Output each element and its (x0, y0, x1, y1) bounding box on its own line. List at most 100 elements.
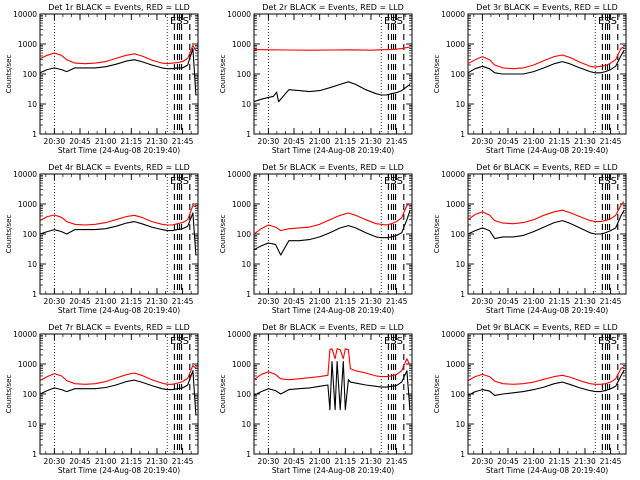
y-tick-label: 10 (27, 100, 37, 109)
y-tick-label: 1 (246, 290, 251, 299)
y-tick-label: 10000 (13, 330, 37, 339)
ess-annotation: ESS (598, 16, 617, 27)
x-tick-label: 21:00 (95, 297, 117, 306)
y-tick-label: 10000 (441, 170, 465, 179)
y-tick-label: 100 (237, 390, 252, 399)
detector-panel-4: Det 4r BLACK = Events, RED = LLD 1 10 100 10… (5, 163, 199, 315)
x-tick-label: 21:00 (523, 297, 545, 306)
y-tick-label: 1 (246, 450, 251, 459)
detector-panel-3: Det 3r BLACK = Events, RED = LLD 1 10 100 10… (433, 3, 627, 155)
x-tick-label: 20:30 (472, 137, 494, 146)
y-tick-label: 100 (451, 390, 466, 399)
series-line-lld (39, 44, 197, 65)
y-tick-label: 1 (32, 130, 37, 139)
y-tick-label: 10 (455, 420, 465, 429)
series-line-events (39, 212, 197, 256)
x-tick-label: 21:45 (172, 137, 194, 146)
panel-title: Det 1r BLACK = Events, RED = LLD (48, 3, 190, 12)
y-tick-label: 100 (23, 390, 38, 399)
x-tick-label: 21:00 (95, 457, 117, 466)
detector-panel-9: Det 9r BLACK = Events, RED = LLD 1 10 100 10… (433, 323, 627, 475)
series-line-lld (467, 46, 625, 70)
x-tick-label: 21:15 (334, 137, 356, 146)
x-tick-label: 21:30 (360, 137, 382, 146)
x-tick-label: 21:30 (360, 297, 382, 306)
x-tick-label: 20:30 (44, 137, 66, 146)
y-tick-label: 1 (32, 450, 37, 459)
x-tick-label: 21:15 (548, 297, 570, 306)
ess-annotation: ESS (384, 16, 403, 27)
x-tick-label: 20:30 (258, 137, 280, 146)
x-axis-label: Start Time (24-Aug-08 20:19:40) (58, 306, 180, 315)
x-tick-label: 21:30 (146, 137, 168, 146)
ess-annotation: ESS (384, 176, 403, 187)
x-tick-label: 21:15 (548, 137, 570, 146)
y-tick-label: 100 (23, 230, 38, 239)
x-tick-label: 21:30 (146, 457, 168, 466)
y-tick-label: 100 (237, 70, 252, 79)
y-tick-label: 1000 (446, 200, 465, 209)
x-axis-label: Start Time (24-Aug-08 20:19:40) (58, 146, 180, 155)
x-axis-label: Start Time (24-Aug-08 20:19:40) (486, 146, 608, 155)
y-tick-label: 1000 (446, 360, 465, 369)
y-tick-label: 1 (460, 290, 465, 299)
x-tick-label: 21:45 (600, 457, 622, 466)
detector-panel-1: Det 1r BLACK = Events, RED = LLD 1 10 100 10… (5, 3, 199, 155)
y-tick-label: 1 (460, 450, 465, 459)
panel-title: Det 6r BLACK = Events, RED = LLD (476, 163, 618, 172)
series-line-lld (39, 364, 197, 385)
x-tick-label: 21:15 (120, 457, 142, 466)
panel-title: Det 7r BLACK = Events, RED = LLD (48, 323, 190, 332)
y-tick-label: 10000 (13, 10, 37, 19)
x-tick-label: 20:30 (44, 297, 66, 306)
y-tick-label: 100 (23, 70, 38, 79)
series-line-lld (253, 348, 411, 381)
detector-panel-8: Det 8r BLACK = Events, RED = LLD 1 10 100 10… (219, 323, 413, 475)
y-tick-label: 1000 (18, 40, 37, 49)
x-tick-label: 20:30 (472, 457, 494, 466)
series-line-events (467, 50, 625, 75)
y-axis-label: Counts/sec (5, 55, 13, 94)
x-tick-label: 20:30 (472, 297, 494, 306)
ess-annotation: ESS (170, 336, 189, 347)
series-line-lld (39, 204, 197, 226)
panel-title: Det 3r BLACK = Events, RED = LLD (476, 3, 618, 12)
y-tick-label: 10 (241, 420, 251, 429)
x-tick-label: 21:45 (600, 297, 622, 306)
y-tick-label: 10 (455, 260, 465, 269)
x-tick-label: 21:45 (172, 457, 194, 466)
y-axis-label: Counts/sec (219, 375, 227, 414)
y-tick-label: 10000 (13, 170, 37, 179)
ess-annotation: ESS (170, 176, 189, 187)
ess-annotation: ESS (598, 176, 617, 187)
x-tick-label: 20:45 (69, 297, 91, 306)
y-tick-label: 100 (237, 230, 252, 239)
y-tick-label: 1000 (446, 40, 465, 49)
y-tick-label: 1 (460, 130, 465, 139)
series-line-events (467, 370, 625, 396)
x-tick-label: 21:45 (386, 457, 408, 466)
ess-annotation: ESS (170, 16, 189, 27)
y-axis-label: Counts/sec (219, 215, 227, 254)
series-line-lld (467, 366, 625, 385)
y-tick-label: 10000 (441, 330, 465, 339)
y-tick-label: 10 (27, 420, 37, 429)
x-tick-label: 20:45 (497, 297, 519, 306)
y-tick-label: 10000 (227, 330, 251, 339)
series-line-lld (467, 201, 625, 225)
x-tick-label: 20:45 (69, 457, 91, 466)
ess-annotation: ESS (598, 336, 617, 347)
x-tick-label: 21:00 (309, 457, 331, 466)
y-axis-label: Counts/sec (433, 375, 441, 414)
y-axis-label: Counts/sec (433, 215, 441, 254)
x-tick-label: 20:30 (258, 457, 280, 466)
y-axis-label: Counts/sec (5, 375, 13, 414)
series-line-events (39, 48, 197, 96)
detector-panel-5: Det 5r BLACK = Events, RED = LLD 1 10 100 10… (219, 163, 413, 315)
x-tick-label: 21:45 (172, 297, 194, 306)
series-line-events (253, 81, 411, 103)
ess-annotation: ESS (384, 336, 403, 347)
x-tick-label: 21:15 (334, 457, 356, 466)
series-line-lld (253, 203, 411, 235)
